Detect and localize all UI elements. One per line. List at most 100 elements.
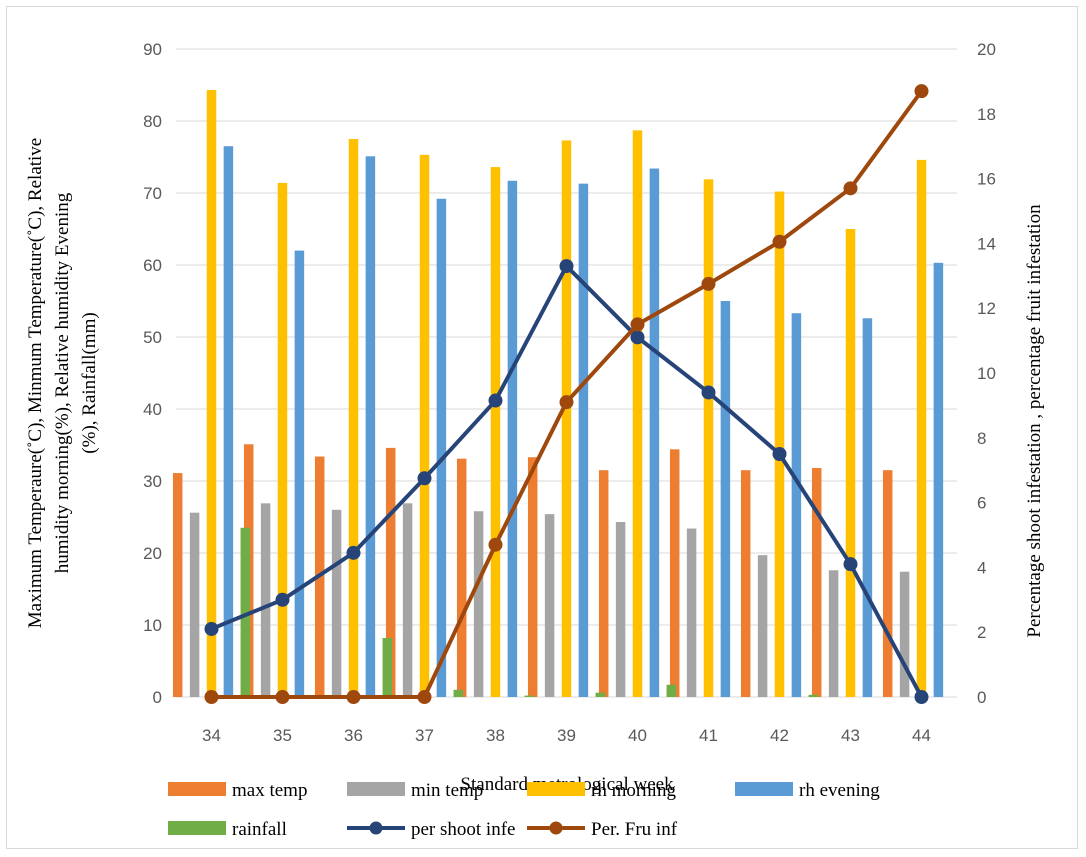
y2-tick-label: 18 bbox=[977, 105, 996, 124]
point-per-shoot-infe bbox=[559, 259, 574, 274]
line-marks bbox=[204, 84, 929, 704]
point-per-fru-inf bbox=[488, 537, 503, 552]
legend-label-rh-morning: rh morning bbox=[591, 780, 676, 801]
y-axis-right-title: Percentage shoot infestation , percentag… bbox=[1024, 204, 1045, 638]
point-per-shoot-infe bbox=[417, 471, 432, 486]
bar-rh-evening bbox=[507, 180, 518, 697]
legend-label-per-shoot-infe: per shoot infe bbox=[411, 819, 515, 840]
point-per-fru-inf bbox=[275, 690, 290, 704]
bar-rainfall bbox=[666, 684, 677, 697]
bar-rainfall bbox=[240, 527, 251, 697]
legend-label-min-temp: min temp bbox=[411, 780, 483, 801]
legend-swatch-rh-morning bbox=[527, 782, 585, 796]
bar-rh-morning bbox=[703, 179, 714, 697]
point-per-shoot-infe bbox=[701, 385, 716, 400]
bar-rh-morning bbox=[632, 130, 643, 698]
bar-rh-morning bbox=[419, 154, 430, 698]
point-per-shoot-infe bbox=[275, 592, 290, 607]
bar-min-temp bbox=[615, 522, 626, 697]
bar-rainfall bbox=[808, 694, 819, 697]
bar-rh-evening bbox=[649, 168, 660, 697]
bar-max-temp bbox=[669, 449, 680, 697]
chart-frame bbox=[6, 6, 1078, 849]
bar-max-temp bbox=[385, 447, 396, 697]
y-tick-label: 50 bbox=[143, 328, 162, 347]
bar-max-temp bbox=[811, 468, 822, 697]
point-per-shoot-infe bbox=[914, 690, 929, 704]
point-per-shoot-infe bbox=[488, 393, 503, 408]
point-per-fru-inf bbox=[843, 181, 858, 196]
bar-min-temp bbox=[686, 528, 697, 697]
legend-swatch-max-temp bbox=[168, 782, 226, 796]
y-axis-title-line: Maximum Temperaure(˚C), Minmum Temperatu… bbox=[25, 138, 46, 629]
bar-max-temp bbox=[598, 470, 609, 697]
point-per-fru-inf bbox=[417, 690, 432, 704]
y-axis-left-ticks: 0 10 20 30 40 50 60 70 80 90 bbox=[143, 40, 162, 707]
point-per-shoot-infe bbox=[843, 557, 858, 572]
y2-tick-label: 0 bbox=[977, 688, 986, 707]
y-tick-label: 60 bbox=[143, 256, 162, 275]
bar-min-temp bbox=[473, 511, 484, 697]
bar-rh-evening bbox=[436, 198, 447, 697]
bar-rh-evening bbox=[578, 183, 589, 697]
point-per-fru-inf bbox=[772, 234, 787, 249]
bar-min-temp bbox=[260, 503, 271, 697]
bar-rainfall bbox=[453, 689, 464, 697]
x-tick-label: 41 bbox=[699, 726, 718, 745]
y-axis-right-ticks: 0 2 4 6 8 10 12 14 16 18 20 bbox=[977, 40, 996, 707]
y2-tick-label: 10 bbox=[977, 364, 996, 383]
bar-rh-evening bbox=[294, 250, 305, 697]
point-per-fru-inf bbox=[630, 317, 645, 332]
bar-min-temp bbox=[899, 571, 910, 697]
bar-min-temp bbox=[331, 509, 342, 697]
bar-rh-morning bbox=[206, 90, 217, 698]
legend: max temp min temp rh morning rh evening rain… bbox=[168, 780, 880, 840]
bar-rainfall bbox=[524, 695, 535, 697]
bar-marks bbox=[172, 90, 944, 698]
x-tick-label: 38 bbox=[486, 726, 505, 745]
y2-tick-label: 4 bbox=[977, 558, 986, 577]
bar-rh-evening bbox=[933, 262, 944, 697]
legend-label-per-fru-inf: Per. Fru inf bbox=[591, 819, 678, 840]
point-per-shoot-infe bbox=[204, 621, 219, 636]
y2-tick-label: 12 bbox=[977, 299, 996, 318]
x-tick-label: 37 bbox=[415, 726, 434, 745]
bar-rh-evening bbox=[365, 156, 376, 697]
x-tick-label: 43 bbox=[841, 726, 860, 745]
bar-rh-morning bbox=[561, 140, 572, 697]
y-tick-label: 30 bbox=[143, 472, 162, 491]
y-tick-label: 70 bbox=[143, 184, 162, 203]
y-axis-title-line: humidity morning(%), Relative humidity E… bbox=[52, 192, 73, 573]
y2-tick-label: 2 bbox=[977, 623, 986, 642]
point-per-fru-inf bbox=[346, 690, 361, 704]
bar-rh-evening bbox=[223, 146, 234, 697]
y-tick-label: 0 bbox=[153, 688, 162, 707]
x-tick-label: 44 bbox=[912, 726, 931, 745]
y-axis-title-line: (%), Rainfall(mm) bbox=[79, 312, 100, 453]
legend-swatch-rainfall bbox=[168, 821, 226, 835]
bar-max-temp bbox=[740, 470, 751, 697]
point-per-shoot-infe bbox=[346, 545, 361, 560]
x-axis-ticks: 34 35 36 37 38 39 40 41 42 43 44 bbox=[202, 726, 931, 745]
legend-swatch-min-temp bbox=[347, 782, 405, 796]
bar-max-temp bbox=[527, 457, 538, 697]
bar-max-temp bbox=[172, 473, 183, 697]
bar-max-temp bbox=[882, 470, 893, 697]
bar-rainfall bbox=[382, 637, 393, 697]
y-tick-label: 20 bbox=[143, 544, 162, 563]
legend-label-rainfall: rainfall bbox=[232, 819, 287, 840]
point-per-shoot-infe bbox=[772, 447, 787, 461]
x-tick-label: 40 bbox=[628, 726, 647, 745]
bar-min-temp bbox=[544, 514, 555, 697]
y2-tick-label: 14 bbox=[977, 234, 996, 253]
x-tick-label: 36 bbox=[344, 726, 363, 745]
legend-marker-per-fru-inf bbox=[549, 821, 563, 835]
y-tick-label: 10 bbox=[143, 616, 162, 635]
bar-min-temp bbox=[189, 512, 200, 697]
bar-rh-evening bbox=[791, 313, 802, 697]
point-per-shoot-infe bbox=[630, 330, 645, 345]
point-per-fru-inf bbox=[914, 84, 929, 99]
y-tick-label: 90 bbox=[143, 40, 162, 59]
legend-label-max-temp: max temp bbox=[232, 780, 307, 801]
